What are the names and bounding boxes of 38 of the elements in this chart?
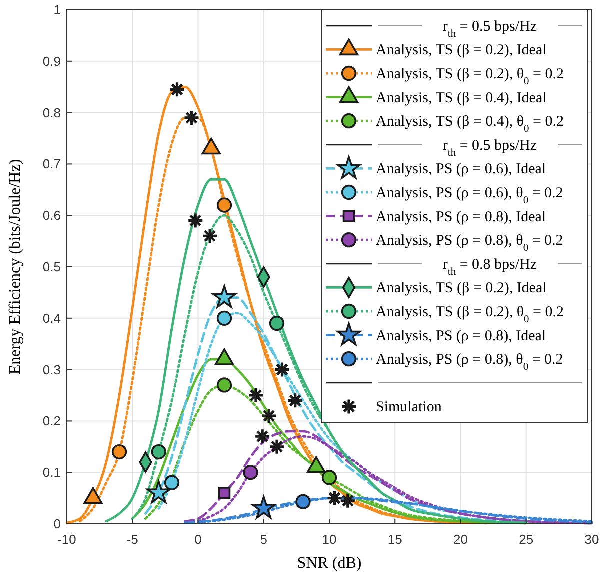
y-tick-label: 0 <box>54 516 61 532</box>
legend-label: Analysis, TS (β = 0.2), Ideal <box>376 42 547 59</box>
legend-label: Analysis, PS (ρ = 0.8), θ$_{0}$ = 0.2 <box>376 352 564 373</box>
y-tick-label: 0.7 <box>42 156 61 172</box>
legend-label: Analysis, TS (β = 0.4), Ideal <box>376 90 547 106</box>
legend-label: Analysis, PS (ρ = 0.8), Ideal <box>376 328 546 344</box>
legend-label: Analysis, PS (ρ = 0.8), Ideal <box>376 209 546 226</box>
legend-label: Analysis, PS (ρ = 0.6), θ$_{0}$ = 0.2 <box>376 186 564 206</box>
x-tick-label: 20 <box>454 532 468 547</box>
legend-label: Simulation <box>376 400 442 416</box>
annotation: r$_{th}$ = 0.8 bps/Hz <box>442 256 538 278</box>
annotation: r$_{th}$ = 0.5 bps/Hz <box>442 18 538 40</box>
legend-label: Analysis, TS (β = 0.2), θ$_{0}$ = 0.2 <box>376 66 564 87</box>
annotation: r$_{th}$ = 0.5 bps/Hz <box>442 138 538 158</box>
legend-label: Analysis, TS (β = 0.4), θ$_{0}$ = 0.2 <box>376 114 564 135</box>
legend-label: Analysis, TS (β = 0.2), θ$_{0}$ = 0.2 <box>376 304 564 325</box>
x-tick-label: 0 <box>194 532 202 547</box>
x-tick-label: 10 <box>322 532 337 547</box>
y-tick-label: 0.4 <box>42 310 61 326</box>
y-tick-label: 0.8 <box>42 105 61 120</box>
legend-label: Analysis, PS (ρ = 0.8), θ$_{0}$ = 0.2 <box>376 233 564 254</box>
y-axis-title: Energy Efficiency (bits/Joule/Hz) <box>7 159 24 375</box>
y-tick-label: 0.1 <box>42 465 61 480</box>
x-tick-label: -5 <box>126 532 138 547</box>
x-tick-label: 25 <box>519 532 534 547</box>
y-tick-label: 0.5 <box>42 260 61 274</box>
y-tick-label: 0.3 <box>42 362 61 378</box>
x-axis-title: SNR (dB) <box>297 555 362 572</box>
y-tick-label: 0.9 <box>42 54 61 69</box>
x-tick-label: 5 <box>260 532 268 547</box>
y-tick-label: 0.2 <box>42 414 61 429</box>
legend-label: Analysis, TS (β = 0.2), Ideal <box>376 280 547 297</box>
y-tick-label: 1 <box>54 2 61 18</box>
y-tick-label: 0.6 <box>42 208 61 224</box>
legend-label: Analysis, PS (ρ = 0.6), Ideal <box>376 162 546 178</box>
x-tick-label: 15 <box>388 532 402 547</box>
x-tick-label: -10 <box>58 532 76 547</box>
x-tick-label: 30 <box>584 532 600 547</box>
